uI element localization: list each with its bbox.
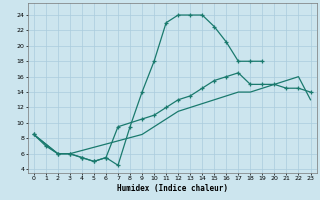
X-axis label: Humidex (Indice chaleur): Humidex (Indice chaleur)	[116, 184, 228, 193]
